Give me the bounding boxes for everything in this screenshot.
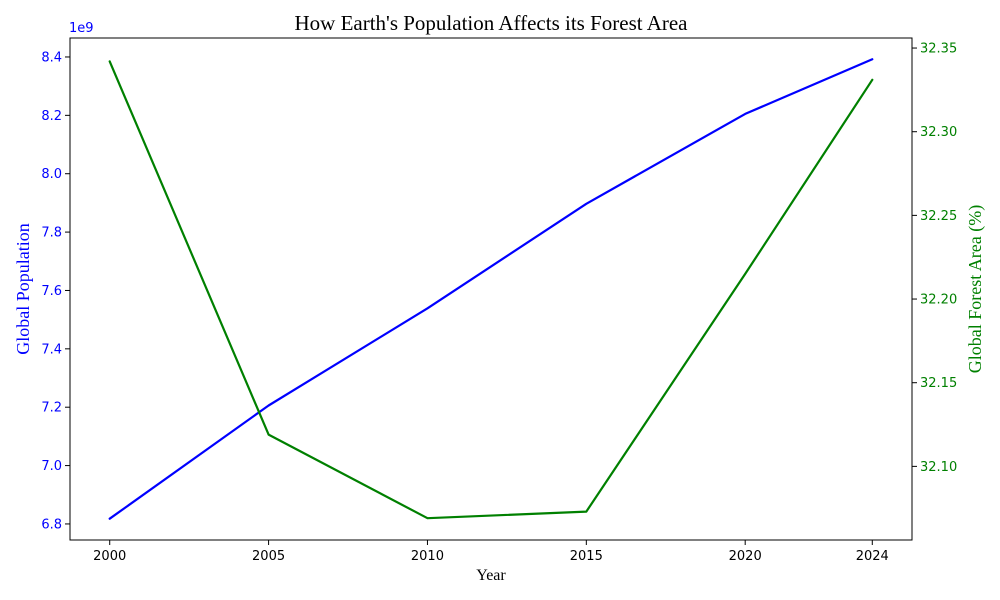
left-tick-label: 8.0 [41, 167, 62, 182]
left-tick-label: 7.0 [41, 459, 62, 474]
left-tick-label: 8.4 [41, 50, 62, 65]
x-axis-ticks: 2000 2005 2010 2015 2020 2024 [93, 540, 889, 564]
series-layer [108, 58, 874, 520]
x-tick-label: 2000 [93, 549, 126, 564]
right-axis-label: Global Forest Area (%) [965, 205, 986, 373]
left-axis-label: Global Population [13, 223, 33, 355]
right-tick-label: 32.25 [920, 209, 957, 224]
forest-area-series-line [108, 60, 874, 520]
x-tick-label: 2005 [252, 549, 285, 564]
right-axis-ticks: 32.10 32.15 32.20 32.25 32.30 32.35 [912, 42, 957, 475]
x-tick-label: 2020 [729, 549, 762, 564]
left-tick-label: 7.8 [41, 226, 62, 241]
left-axis-ticks: 6.8 7.0 7.2 7.4 7.6 7.8 8.0 8.2 8.4 [41, 50, 70, 532]
left-tick-label: 7.4 [41, 342, 62, 357]
left-tick-label: 6.8 [41, 517, 62, 532]
x-axis-label: Year [476, 567, 506, 584]
x-tick-label: 2015 [570, 549, 603, 564]
left-tick-label: 8.2 [41, 109, 62, 124]
plot-frame [69, 37, 913, 541]
x-tick-label: 2024 [856, 549, 889, 564]
right-tick-label: 32.15 [920, 376, 957, 391]
chart-title: How Earth's Population Affects its Fores… [294, 11, 688, 35]
left-tick-label: 7.6 [41, 284, 62, 299]
x-tick-label: 2010 [411, 549, 444, 564]
right-tick-label: 32.35 [920, 42, 957, 57]
population-series-line [108, 58, 874, 520]
left-tick-label: 7.2 [41, 401, 62, 416]
right-tick-label: 32.10 [920, 460, 957, 475]
left-axis-offset-text: 1e9 [69, 21, 94, 36]
right-tick-label: 32.20 [920, 293, 957, 308]
right-tick-label: 32.30 [920, 125, 957, 140]
